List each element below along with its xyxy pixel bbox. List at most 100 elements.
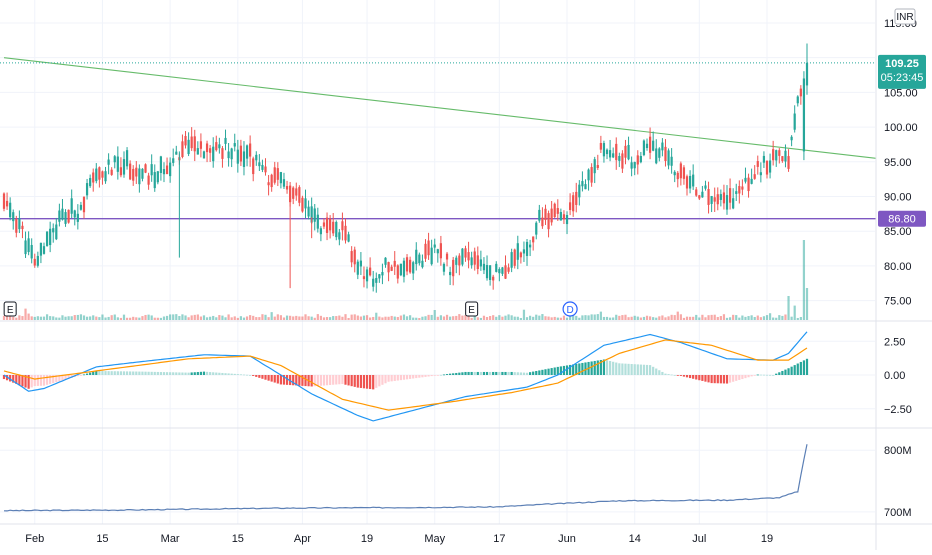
candle bbox=[473, 247, 476, 271]
histogram-bar bbox=[236, 374, 239, 375]
candle bbox=[747, 173, 750, 198]
volume-bar bbox=[82, 315, 86, 320]
volume-bar bbox=[356, 315, 359, 320]
histogram-bar bbox=[147, 371, 150, 375]
histogram-bar bbox=[716, 375, 719, 384]
candle bbox=[713, 187, 716, 212]
histogram-bar bbox=[442, 374, 446, 376]
volume-bar bbox=[215, 317, 218, 320]
currency-badge[interactable]: INR bbox=[894, 8, 916, 25]
candle bbox=[227, 143, 230, 167]
candle bbox=[470, 251, 473, 269]
volume-bar bbox=[578, 317, 581, 320]
candle bbox=[390, 264, 393, 272]
volume-bar bbox=[550, 317, 553, 320]
volume-bar bbox=[427, 314, 430, 320]
volume-bar bbox=[415, 317, 418, 320]
histogram-bar bbox=[227, 373, 230, 375]
candle bbox=[633, 161, 636, 176]
candle bbox=[599, 135, 602, 154]
volume-bar bbox=[70, 316, 73, 320]
volume-bar bbox=[89, 316, 92, 320]
candle bbox=[596, 154, 599, 171]
histogram-bar bbox=[125, 371, 129, 375]
candle bbox=[636, 150, 639, 175]
candle bbox=[239, 139, 243, 167]
candle bbox=[547, 210, 550, 238]
histogram-bar bbox=[688, 375, 692, 379]
candle bbox=[362, 266, 366, 288]
candle bbox=[578, 180, 581, 206]
volume-bar bbox=[313, 317, 316, 320]
histogram-bar bbox=[85, 373, 89, 375]
x-tick-label: 15 bbox=[232, 533, 244, 545]
volume-bar bbox=[670, 314, 673, 320]
level-price-badge: 86.80 bbox=[878, 210, 926, 227]
histogram-bar bbox=[741, 375, 744, 380]
candle bbox=[190, 127, 193, 151]
candle bbox=[212, 137, 215, 168]
candle bbox=[92, 168, 95, 192]
histogram-bar bbox=[175, 372, 178, 375]
histogram-bar bbox=[42, 375, 46, 386]
histogram-bar bbox=[335, 375, 338, 385]
histogram-bar bbox=[141, 371, 144, 375]
candle bbox=[196, 141, 199, 155]
histogram-bar bbox=[424, 375, 427, 377]
volume-bar bbox=[479, 317, 482, 320]
candle bbox=[535, 221, 538, 240]
event-marker[interactable]: E bbox=[465, 301, 479, 317]
trend-line[interactable] bbox=[3, 57, 877, 159]
histogram-bar bbox=[187, 372, 190, 375]
candle bbox=[2, 192, 6, 212]
histogram-bar bbox=[310, 375, 313, 387]
candle bbox=[236, 139, 239, 173]
candle bbox=[485, 255, 489, 281]
volume-bar bbox=[156, 317, 159, 320]
candle bbox=[492, 274, 495, 290]
candle bbox=[710, 195, 713, 213]
event-marker[interactable]: D bbox=[562, 301, 578, 317]
volume-bar bbox=[747, 316, 750, 320]
volume-bar bbox=[119, 317, 123, 320]
volume-bar bbox=[704, 317, 707, 320]
histogram-bar bbox=[590, 361, 593, 375]
candle bbox=[258, 154, 261, 171]
histogram-bar bbox=[445, 374, 449, 375]
histogram-bar bbox=[750, 375, 753, 377]
candle bbox=[796, 95, 799, 107]
histogram-bar bbox=[387, 375, 390, 382]
histogram-bar bbox=[599, 359, 602, 375]
candle bbox=[169, 157, 172, 183]
event-marker[interactable]: E bbox=[3, 301, 17, 317]
volume-bar bbox=[664, 317, 667, 320]
histogram-bar bbox=[107, 371, 110, 375]
histogram-bar bbox=[162, 372, 166, 375]
x-tick-label: Apr bbox=[294, 533, 311, 545]
volume-bar bbox=[224, 317, 227, 320]
histogram-bar bbox=[359, 375, 362, 388]
candle bbox=[285, 180, 289, 194]
volume-bar bbox=[504, 315, 507, 320]
volume-bar bbox=[587, 315, 590, 320]
histogram-bar bbox=[39, 375, 43, 386]
histogram-bar bbox=[553, 367, 556, 375]
candle bbox=[479, 250, 482, 271]
candle bbox=[116, 146, 119, 180]
histogram-bar bbox=[215, 372, 218, 375]
volume-bar bbox=[227, 314, 230, 320]
candle bbox=[615, 137, 618, 170]
candle bbox=[541, 207, 544, 229]
volume-bar bbox=[741, 315, 744, 320]
volume-bar bbox=[165, 315, 169, 320]
volume-bar bbox=[316, 314, 319, 320]
histogram-bar bbox=[449, 373, 452, 375]
volume-bar bbox=[45, 314, 49, 320]
volume-bar bbox=[129, 317, 132, 320]
histogram-bar bbox=[747, 375, 750, 378]
candle bbox=[276, 162, 279, 187]
volume-bar bbox=[190, 315, 193, 320]
